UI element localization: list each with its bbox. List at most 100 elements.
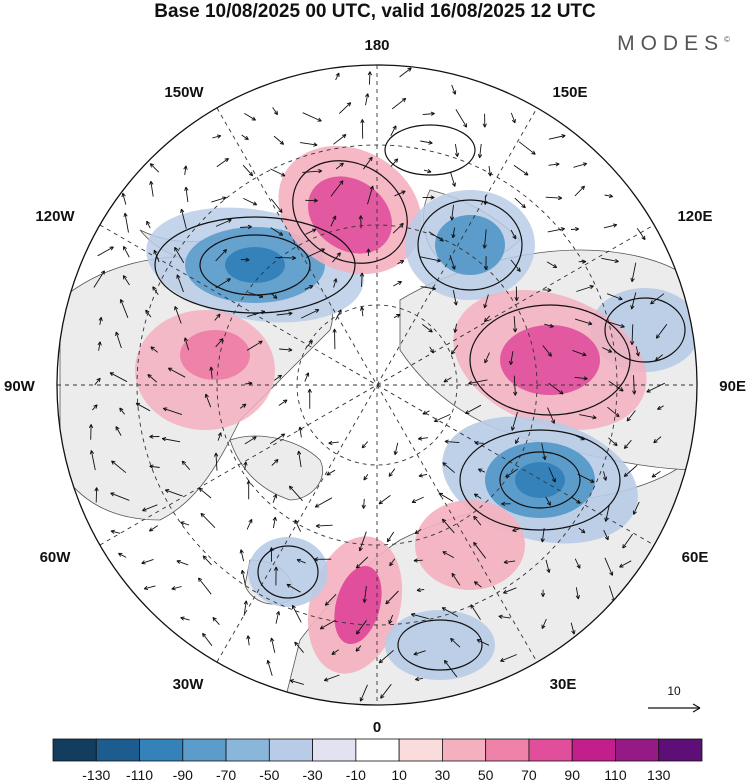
anomaly-blue-120w-core bbox=[225, 247, 285, 283]
wind-arrow bbox=[180, 521, 190, 526]
lon-label-180: 180 bbox=[364, 37, 389, 54]
colorbar-tick-label: 110 bbox=[604, 767, 627, 783]
wind-arrow bbox=[487, 165, 493, 177]
wind-arrow bbox=[602, 347, 613, 353]
wind-arrow bbox=[450, 344, 459, 355]
wind-arrow bbox=[184, 186, 189, 203]
wind-arrow bbox=[94, 487, 99, 503]
colorbar-tick-label: -130 bbox=[82, 767, 110, 783]
wind-arrow bbox=[399, 67, 412, 78]
wind-arrow bbox=[541, 618, 547, 629]
wind-arrow bbox=[476, 639, 490, 646]
lon-label-30w: 30W bbox=[173, 676, 205, 693]
wind-arrow bbox=[93, 270, 105, 288]
wind-arrow bbox=[388, 468, 396, 477]
wind-arrow bbox=[657, 405, 664, 410]
vector-scale-arrow-icon bbox=[692, 703, 701, 713]
lon-label-90w: 90W bbox=[4, 378, 36, 395]
wind-arrow bbox=[397, 260, 405, 265]
wind-arrow bbox=[122, 275, 130, 286]
wind-arrow bbox=[422, 410, 430, 415]
wind-arrow bbox=[422, 111, 435, 116]
map-border bbox=[56, 64, 698, 706]
wind-arrow bbox=[363, 156, 373, 170]
wind-arrow bbox=[636, 227, 646, 241]
lon-label-150w: 150W bbox=[164, 84, 204, 101]
wind-arrow bbox=[212, 134, 222, 139]
wind-arrow bbox=[98, 316, 103, 325]
map-title: Base 10/08/2025 00 UTC, valid 16/08/2025… bbox=[154, 1, 596, 22]
wind-arrow bbox=[623, 464, 638, 478]
anomaly-blue-70e-core bbox=[515, 462, 565, 498]
wind-arrow bbox=[307, 388, 312, 409]
wind-arrow bbox=[441, 518, 455, 534]
wind-arrow bbox=[162, 407, 183, 416]
wind-arrow bbox=[393, 313, 401, 319]
wind-arrow bbox=[512, 316, 518, 333]
wind-arrow bbox=[632, 501, 640, 515]
wind-arrow bbox=[294, 519, 302, 532]
wind-arrow bbox=[358, 215, 363, 229]
wind-arrow bbox=[366, 248, 371, 256]
wind-arrow bbox=[332, 328, 337, 350]
wind-arrow bbox=[454, 144, 460, 158]
wind-arrow bbox=[266, 659, 273, 676]
wind-arrow bbox=[653, 436, 662, 444]
wind-arrow bbox=[248, 292, 264, 299]
wind-arrow bbox=[578, 259, 587, 264]
wind-arrow bbox=[418, 473, 428, 478]
wind-arrow bbox=[362, 586, 367, 603]
wind-arrow bbox=[453, 323, 458, 333]
wind-arrow bbox=[452, 290, 458, 306]
wind-arrow bbox=[629, 324, 635, 346]
wind-arrow bbox=[514, 286, 519, 302]
wind-arrow bbox=[246, 480, 251, 500]
wind-arrow bbox=[183, 165, 188, 175]
colorbar-box bbox=[398, 738, 443, 762]
wind-arrow bbox=[118, 552, 127, 558]
wind-arrow bbox=[470, 604, 481, 620]
wind-arrow bbox=[241, 134, 249, 141]
wind-arrow bbox=[545, 195, 563, 201]
wind-arrow bbox=[542, 345, 552, 357]
wind-arrow bbox=[152, 286, 159, 296]
wind-arrow bbox=[570, 622, 576, 635]
wind-arrow bbox=[306, 248, 326, 258]
wind-vectors bbox=[88, 67, 668, 702]
colorbar-box bbox=[52, 738, 97, 762]
wind-arrow bbox=[305, 340, 313, 348]
wind-arrow bbox=[654, 354, 663, 362]
wind-arrow bbox=[385, 590, 399, 605]
wind-arrow bbox=[243, 197, 258, 206]
wind-arrow bbox=[455, 109, 468, 128]
wind-arrow bbox=[651, 471, 661, 478]
wind-arrow bbox=[216, 157, 229, 168]
wind-arrow bbox=[149, 180, 154, 197]
wind-arrow bbox=[650, 293, 665, 305]
wind-arrow bbox=[94, 377, 101, 386]
colorbar-box bbox=[485, 738, 530, 762]
wind-arrow bbox=[272, 494, 278, 503]
wind-arrow bbox=[451, 227, 456, 239]
wind-arrow bbox=[270, 637, 276, 653]
lon-label-0: 0 bbox=[373, 719, 381, 736]
wind-arrow bbox=[513, 164, 529, 176]
colorbar-tick-label: -90 bbox=[173, 767, 193, 783]
wind-arrow bbox=[393, 280, 402, 287]
wind-arrow bbox=[365, 93, 370, 106]
wind-arrow bbox=[146, 220, 151, 229]
wind-arrow bbox=[269, 433, 286, 444]
wind-arrow bbox=[355, 556, 369, 569]
wind-arrow bbox=[119, 298, 129, 318]
wind-arrow bbox=[239, 549, 245, 562]
wind-arrow bbox=[483, 256, 489, 271]
wind-arrow bbox=[135, 402, 151, 412]
wind-arrow bbox=[289, 679, 304, 685]
wind-arrow bbox=[147, 373, 158, 383]
wind-arrow bbox=[115, 426, 122, 436]
wind-arrow bbox=[512, 527, 520, 532]
wind-arrow bbox=[378, 495, 391, 505]
wind-arrow bbox=[89, 450, 96, 471]
wind-arrow bbox=[246, 340, 263, 351]
